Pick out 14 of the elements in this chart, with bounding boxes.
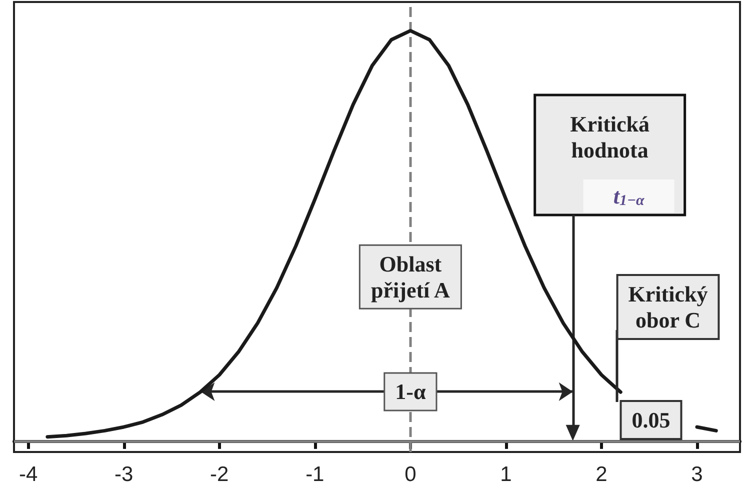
annotation: 1-α bbox=[395, 379, 426, 404]
annotation: Oblast přijetí A bbox=[371, 251, 450, 302]
ref-line-label: t1−α bbox=[613, 184, 646, 209]
annotation: Kritická hodnota bbox=[570, 112, 650, 162]
x-tick-label: 3 bbox=[691, 463, 703, 486]
x-tick-label: -1 bbox=[306, 463, 324, 486]
x-tick-label: 1 bbox=[500, 463, 512, 486]
x-tick-label: 0 bbox=[404, 463, 416, 486]
x-tick-label: 2 bbox=[596, 463, 608, 486]
x-tick-label: -3 bbox=[114, 463, 134, 486]
annotation: 0.05 bbox=[632, 408, 670, 432]
x-tick-label: -2 bbox=[210, 463, 229, 486]
x-tick-label: -4 bbox=[18, 463, 38, 486]
annotation: Kritický obor C bbox=[628, 282, 708, 332]
